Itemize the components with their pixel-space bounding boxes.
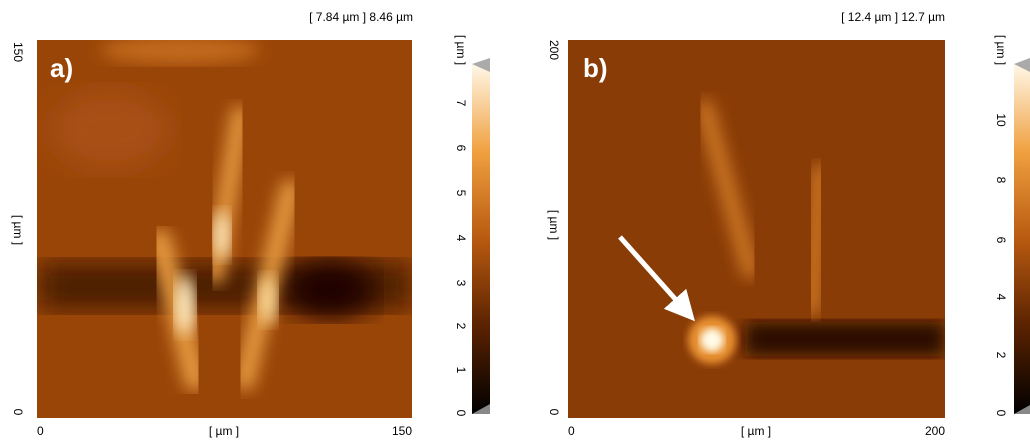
colorbar-tick: 5 [454, 190, 468, 197]
colorbar-tick: 1 [454, 367, 468, 374]
x-tick-label: 150 [392, 424, 412, 438]
colorbar-tick: 4 [454, 235, 468, 242]
y-tick-label: 200 [547, 40, 561, 60]
afm-image [568, 40, 945, 418]
afm-image [37, 40, 412, 418]
x-tick-label: 0 [37, 424, 44, 438]
panel-label: b) [583, 53, 608, 83]
colorbar-tick: 2 [994, 352, 1008, 359]
colorbar-unit: [ µm ] [454, 35, 468, 65]
colorbar [472, 58, 490, 414]
colorbar-tick: 8 [994, 177, 1008, 184]
arrow [618, 235, 695, 322]
panel-label: a) [50, 53, 73, 83]
colorbar-tick: 0 [454, 410, 468, 417]
y-tick-label: 0 [547, 409, 561, 416]
colorbar-tick: 2 [454, 323, 468, 330]
colorbar-tick: 7 [454, 100, 468, 107]
x-axis-label: [ µm ] [209, 424, 239, 438]
colorbar-tick: 6 [994, 237, 1008, 244]
colorbar-tick: 10 [994, 113, 1008, 127]
y-tick-label: 150 [11, 42, 25, 62]
colorbar [1014, 58, 1030, 414]
y-tick-label: 0 [11, 409, 25, 416]
colorbar-tick: 6 [454, 145, 468, 152]
x-tick-label: 200 [925, 424, 945, 438]
y-axis-label: [ µm ] [547, 210, 561, 240]
colorbar-unit: [ µm ] [994, 35, 1008, 65]
colorbar-tick: 3 [454, 280, 468, 287]
panel-header: [ 12.4 µm ] 12.7 µm [841, 10, 945, 24]
colorbar-tick: 0 [994, 410, 1008, 417]
panel-header: [ 7.84 µm ] 8.46 µm [309, 10, 413, 24]
colorbar-tick: 4 [994, 294, 1008, 301]
x-tick-label: 0 [568, 424, 575, 438]
y-axis-label: [ µm ] [11, 215, 25, 245]
x-axis-label: [ µm ] [741, 424, 771, 438]
